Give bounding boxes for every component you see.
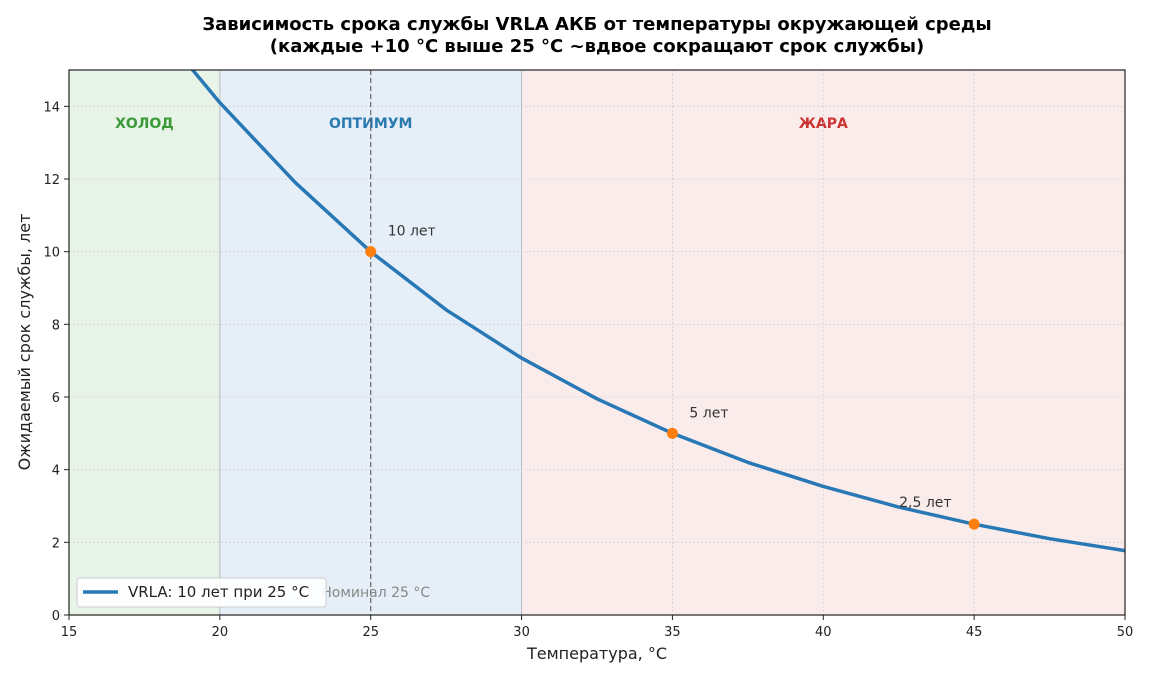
reference-line-layer: Номинал 25 °C	[321, 70, 430, 615]
x-tick-label-5: 40	[815, 625, 832, 640]
x-axis-label: Температура, °C	[526, 644, 667, 663]
axes-layer: 15 20 25 30 35 40 45 50 0 2 4 6 8 10 12 14	[43, 69, 1134, 640]
reference-line-label: Номинал 25 °C	[321, 585, 430, 601]
legend: VRLA: 10 лет при 25 °C	[76, 577, 327, 608]
marker-point-0	[365, 246, 377, 258]
y-tick-label-6: 12	[43, 173, 60, 188]
y-tick-label-3: 6	[52, 391, 60, 406]
zones-layer: ХОЛОД ОПТИМУМ ЖАРА	[69, 70, 1125, 615]
x-tick-label-3: 30	[513, 625, 530, 640]
marker-point-1	[666, 427, 678, 439]
plot-frame	[68, 69, 1126, 616]
y-tick-label-0: 0	[52, 609, 60, 624]
series-line-0	[190, 70, 1125, 553]
y-tick-label-4: 8	[52, 318, 60, 333]
chart-subtitle: (каждые +10 °C выше 25 °C ~вдвое сокраща…	[270, 36, 924, 57]
marker-label-0: 10 лет	[388, 224, 436, 240]
zone-label-2: ЖАРА	[799, 116, 848, 132]
zone-0	[69, 70, 220, 615]
marker-label-2: 2,5 лет	[899, 495, 951, 511]
y-tick-label-5: 10	[43, 246, 60, 261]
curve-layer	[190, 70, 1125, 553]
legend-label: VRLA: 10 лет при 25 °C	[128, 583, 309, 601]
x-tick-label-7: 50	[1117, 625, 1134, 640]
x-tick-label-4: 35	[664, 625, 681, 640]
zone-label-1: ОПТИМУМ	[329, 116, 413, 132]
y-tick-label-1: 2	[52, 536, 60, 551]
x-tick-label-6: 45	[966, 625, 983, 640]
y-axis-label: Ожидаемый срок службы, лет	[15, 214, 34, 471]
marker-layer: 10 лет 5 лет 2,5 лет	[365, 224, 980, 530]
legend-box	[76, 577, 327, 608]
chart-title: Зависимость срока службы VRLA АКБ от тем…	[202, 14, 991, 35]
x-tick-label-2: 25	[362, 625, 379, 640]
x-tick-label-0: 15	[61, 625, 78, 640]
marker-label-1: 5 лет	[689, 405, 728, 421]
y-tick-label-2: 4	[52, 464, 60, 479]
zone-label-0: ХОЛОД	[115, 116, 174, 132]
x-tick-label-1: 20	[212, 625, 229, 640]
grid-layer	[69, 70, 1125, 615]
marker-point-2	[968, 518, 980, 530]
y-tick-label-7: 14	[43, 100, 60, 115]
